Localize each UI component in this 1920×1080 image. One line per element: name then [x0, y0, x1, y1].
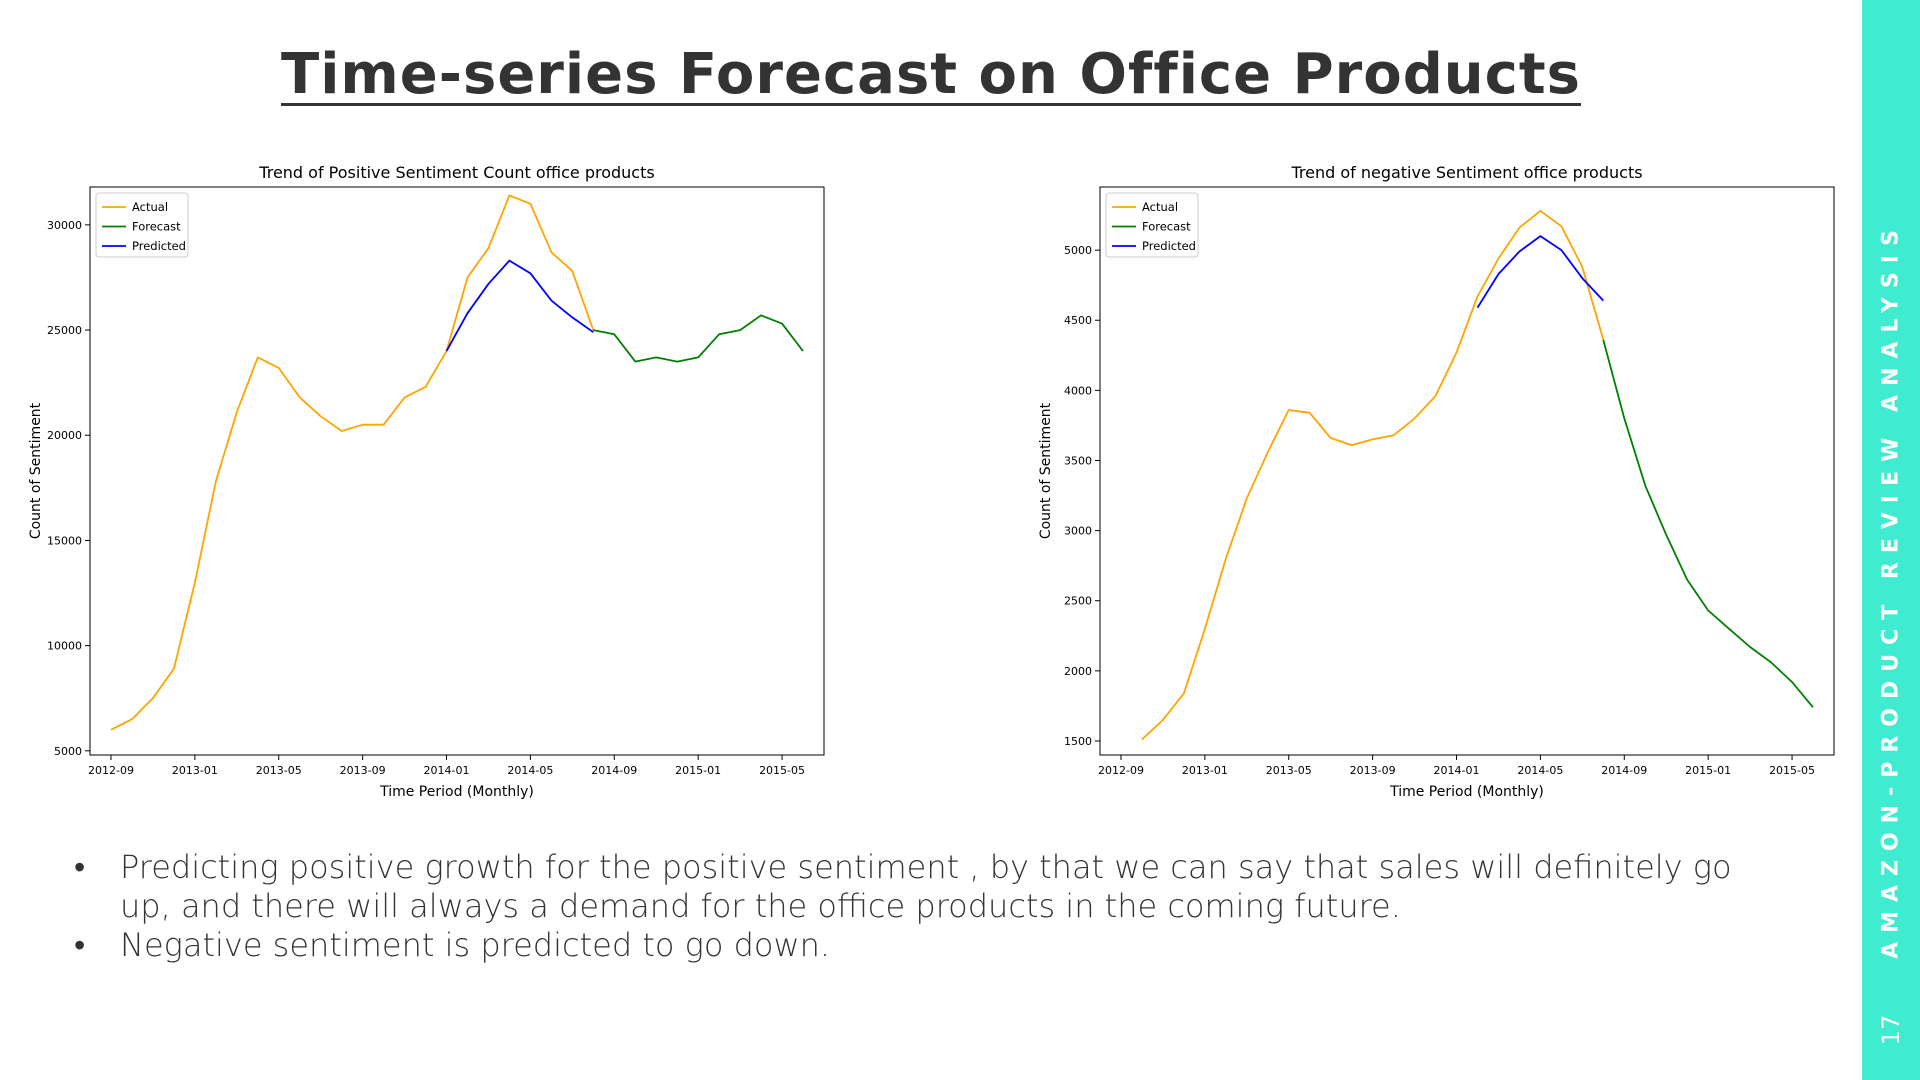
x-tick-label: 2015-05 [759, 764, 805, 777]
y-tick-label: 4500 [1064, 314, 1092, 327]
x-tick-label: 2013-09 [1350, 764, 1396, 777]
slide-title-text: Time-series Forecast on Office Products [281, 42, 1581, 107]
series-line-actual [1141, 209, 1605, 741]
x-tick-label: 2013-01 [1182, 764, 1228, 777]
legend-label: Forecast [132, 220, 181, 234]
plot-area-frame [1099, 186, 1835, 756]
chart-title: Trend of Positive Sentiment Count office… [258, 163, 654, 182]
y-tick-label: 3000 [1064, 525, 1092, 538]
page-number: 17 [1877, 1014, 1905, 1046]
x-tick-label: 2014-09 [591, 764, 637, 777]
y-tick-label: 15000 [47, 534, 82, 547]
legend-box [1105, 192, 1199, 258]
x-tick-label: 2014-05 [1517, 764, 1563, 777]
bullet-item: Predicting positive growth for the posit… [70, 848, 1790, 926]
x-tick-label: 2013-01 [172, 764, 218, 777]
y-tick-label: 4000 [1064, 384, 1092, 397]
series-line-predicted [445, 259, 594, 352]
x-tick-label: 2014-05 [507, 764, 553, 777]
x-tick-label: 2014-01 [1434, 764, 1480, 777]
legend-label: Predicted [1142, 239, 1196, 253]
bullet-item: Negative sentiment is predicted to go do… [70, 926, 1790, 965]
y-tick-label: 30000 [47, 219, 82, 232]
y-tick-label: 2000 [1064, 665, 1092, 678]
sidebar-accent-bar [1862, 0, 1920, 1080]
y-tick-label: 5000 [54, 745, 82, 758]
y-axis-label: Count of Sentiment [28, 402, 44, 539]
x-tick-label: 2015-01 [1685, 764, 1731, 777]
x-tick-label: 2014-09 [1601, 764, 1647, 777]
chart-title: Trend of negative Sentiment office produ… [1290, 163, 1642, 182]
legend-label: Forecast [1142, 220, 1191, 234]
y-tick-label: 2500 [1064, 595, 1092, 608]
negative-sentiment-chart: Trend of negative Sentiment office produ… [1038, 163, 1835, 800]
x-axis-label: Time Period (Monthly) [379, 784, 534, 800]
x-tick-label: 2014-01 [424, 764, 470, 777]
x-tick-label: 2013-05 [256, 764, 302, 777]
x-tick-label: 2013-09 [340, 764, 386, 777]
y-axis-label: Count of Sentiment [1038, 402, 1054, 539]
legend-label: Actual [1142, 200, 1178, 214]
y-tick-label: 3500 [1064, 454, 1092, 467]
x-tick-label: 2015-01 [675, 764, 721, 777]
series-line-forecast [593, 314, 804, 363]
y-tick-label: 10000 [47, 640, 82, 653]
y-tick-label: 1500 [1064, 735, 1092, 748]
x-tick-label: 2012-09 [88, 764, 134, 777]
sidebar-title: AMAZON-PRODUCT REVIEW ANALYSIS [1878, 221, 1904, 959]
legend-label: Actual [132, 200, 168, 214]
series-line-predicted [1476, 235, 1604, 309]
positive-sentiment-chart: Trend of Positive Sentiment Count office… [28, 163, 825, 800]
y-tick-label: 5000 [1064, 244, 1092, 257]
x-tick-label: 2015-05 [1769, 764, 1815, 777]
bullet-list: Predicting positive growth for the posit… [70, 848, 1790, 965]
series-line-actual [110, 194, 595, 731]
y-tick-label: 20000 [47, 429, 82, 442]
y-tick-label: 25000 [47, 324, 82, 337]
x-tick-label: 2013-05 [1266, 764, 1312, 777]
series-line-forecast [1602, 339, 1814, 708]
slide-title: Time-series Forecast on Office Products [0, 42, 1862, 107]
x-tick-label: 2012-09 [1098, 764, 1144, 777]
x-axis-label: Time Period (Monthly) [1389, 784, 1544, 800]
plot-area-frame [89, 186, 825, 756]
legend-box [95, 192, 189, 258]
legend-label: Predicted [132, 239, 186, 253]
